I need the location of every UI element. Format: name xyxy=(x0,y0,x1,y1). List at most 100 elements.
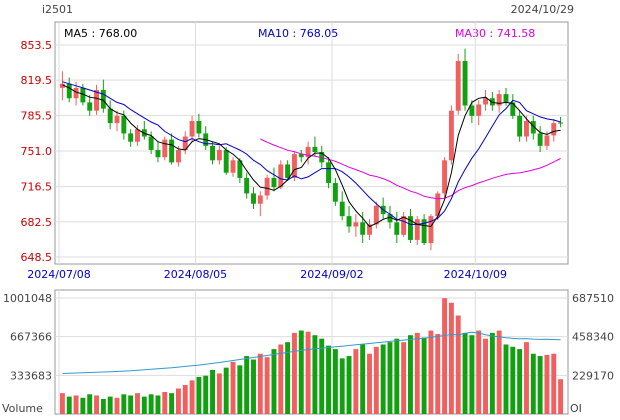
volume-bar xyxy=(203,375,209,414)
volume-bar xyxy=(196,376,202,414)
volume-bar xyxy=(394,338,400,414)
volume-bar xyxy=(285,342,291,414)
volume-bar xyxy=(312,335,318,414)
candle-body xyxy=(448,110,454,161)
price-tick-label: 751.0 xyxy=(21,145,53,158)
candle-body xyxy=(175,149,181,163)
volume-tick-label: 333683 xyxy=(10,369,52,382)
volume-bar xyxy=(237,365,243,414)
volume-bar xyxy=(496,330,502,414)
volume-bar xyxy=(510,346,516,414)
volume-bar xyxy=(230,361,236,414)
candle-body xyxy=(100,89,106,109)
candle-body xyxy=(257,195,263,204)
price-tick-label: 716.5 xyxy=(21,181,53,194)
volume-bar xyxy=(407,335,413,414)
volume-bar xyxy=(210,369,216,414)
volume-panel xyxy=(54,289,569,415)
volume-bar xyxy=(462,332,468,414)
volume-bar xyxy=(435,334,441,414)
date-ticks: 2024/07/08 2024/08/05 2024/09/02 2024/10/09 xyxy=(27,268,507,281)
volume-bar xyxy=(319,338,325,414)
volume-bar xyxy=(367,353,372,414)
volume-bar xyxy=(469,335,475,414)
candle-body xyxy=(339,201,345,217)
candle-body xyxy=(496,94,502,106)
ma-lines xyxy=(62,81,561,228)
volume-bar xyxy=(373,346,379,414)
volume-bar xyxy=(251,359,256,414)
volume-bar xyxy=(114,397,120,414)
candle-body xyxy=(278,164,284,188)
candle-body xyxy=(421,219,427,244)
volume-bar xyxy=(257,353,263,414)
candle-body xyxy=(414,219,420,240)
volume-bar xyxy=(537,356,543,414)
volume-bar xyxy=(135,393,140,414)
candle-body xyxy=(121,115,127,134)
candle-body xyxy=(503,94,509,103)
candle-body xyxy=(442,160,448,194)
volume-bar xyxy=(558,379,564,414)
candle-body xyxy=(373,205,379,225)
volume-bar xyxy=(278,344,284,414)
volume-bar xyxy=(530,353,536,414)
volume-bars xyxy=(59,298,564,414)
candle-body xyxy=(394,222,400,235)
volume-bar xyxy=(448,302,454,414)
volume-bar xyxy=(87,394,93,414)
volume-bar xyxy=(353,349,359,414)
volume-bar xyxy=(162,391,168,414)
oi-tick-label: 687510 xyxy=(572,292,614,305)
candle-body xyxy=(155,149,161,158)
candle-body xyxy=(135,129,140,142)
volume-bar xyxy=(332,349,338,414)
candle-body xyxy=(223,149,229,173)
candle-body xyxy=(469,105,475,116)
candles xyxy=(59,48,564,251)
volume-bar xyxy=(182,385,188,414)
candle-body xyxy=(285,164,291,178)
volume-bar xyxy=(148,394,154,414)
candle-body xyxy=(360,222,366,235)
candle-body xyxy=(264,177,270,196)
candle-body xyxy=(66,83,72,99)
volume-bar xyxy=(121,394,127,414)
volume-bar xyxy=(189,380,195,414)
candle-body xyxy=(428,216,434,244)
volume-bar xyxy=(380,344,386,414)
candle-body xyxy=(407,216,413,240)
open-interest-polyline xyxy=(62,331,561,374)
candle-body xyxy=(189,121,195,137)
candle-body xyxy=(196,121,202,134)
candle-body xyxy=(517,115,523,137)
ma5-line xyxy=(62,84,561,228)
price-grid xyxy=(55,22,568,414)
candle-body xyxy=(305,146,311,158)
volume-bar xyxy=(305,331,311,414)
volume-grid xyxy=(55,297,568,376)
volume-bar xyxy=(476,330,482,414)
volume-bar xyxy=(544,354,550,414)
volume-bar xyxy=(141,396,147,414)
volume-bar xyxy=(66,396,72,414)
candle-body xyxy=(162,139,168,158)
oi-axis-label: OI xyxy=(570,402,582,415)
price-panel xyxy=(54,21,569,265)
date-label: 2024/10/29 xyxy=(511,3,574,16)
candle-body xyxy=(271,177,277,188)
candle-body xyxy=(230,160,236,173)
ma30-line xyxy=(260,138,561,200)
volume-bar xyxy=(291,332,297,414)
price-tick-label: 682.5 xyxy=(21,216,53,229)
date-tick-label: 2024/10/09 xyxy=(444,268,507,281)
candle-body xyxy=(476,104,482,116)
volume-bar xyxy=(483,338,488,414)
candle-body xyxy=(353,222,359,227)
candle-body xyxy=(332,183,338,202)
open-interest-line xyxy=(62,331,561,374)
candle-body xyxy=(462,61,468,106)
candle-body xyxy=(244,177,250,194)
volume-bar xyxy=(264,357,270,414)
